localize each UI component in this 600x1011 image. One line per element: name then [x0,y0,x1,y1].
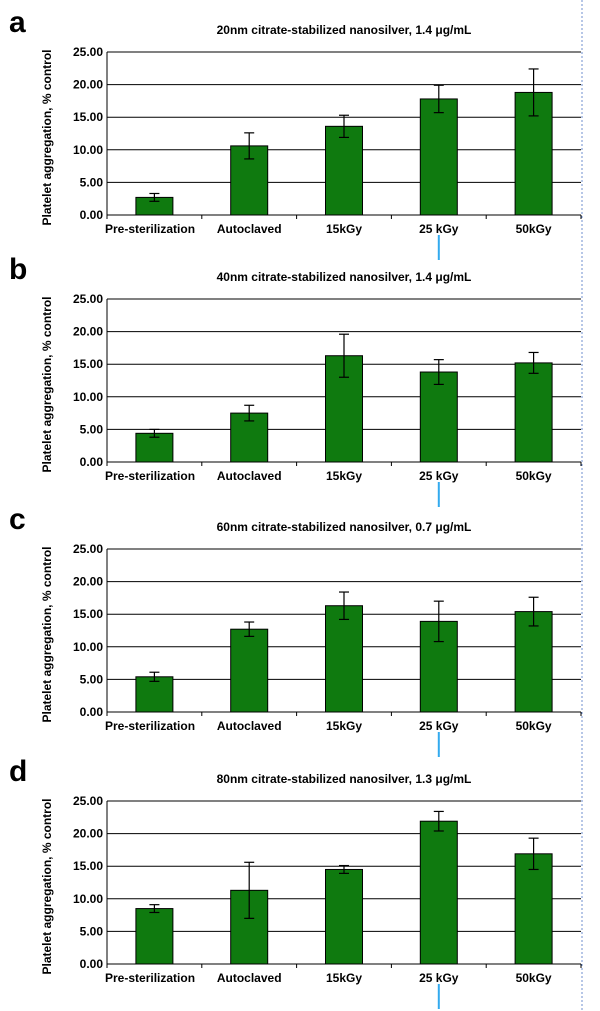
y-tick-label: 20.00 [73,78,103,92]
x-tick-label: Autoclaved [217,469,282,483]
panel-title-text: 60nm citrate-stabilized nanosilver, 0.7 [217,520,436,534]
bar [325,605,363,713]
y-axis-label: Platelet aggregation, % control [40,296,54,472]
y-tick-label: 5.00 [80,924,104,938]
panel-title: 20nm citrate-stabilized nanosilver, 1.4 … [217,23,472,37]
x-tick-label: 25 kGy [419,469,459,483]
x-tick-label: 15kGy [326,222,362,236]
x-tick-label: 25 kGy [419,971,459,985]
y-tick-label: 5.00 [80,422,104,436]
bar [135,676,174,713]
y-tick-label: 25.00 [73,542,103,556]
bar [230,628,269,713]
panel-a: a 20nm citrate-stabilized nanosilver, 1.4… [9,6,582,260]
x-tick-label: 50kGy [516,719,552,733]
bar [514,362,553,463]
y-tick-label: 0.00 [80,208,104,222]
y-tick-label: 0.00 [80,455,104,469]
x-tick-label: 15kGy [326,719,362,733]
x-tick-label: Autoclaved [217,222,282,236]
panel-c: c 60nm citrate-stabilized nanosilver, 0.7… [9,503,582,757]
bar [419,820,458,965]
x-tick-label: Autoclaved [217,971,282,985]
panel-title-text: 20nm citrate-stabilized nanosilver, 1.4 [217,23,436,37]
x-tick-label: 50kGy [516,469,552,483]
y-tick-label: 10.00 [73,390,103,404]
bar [325,125,363,216]
y-tick-label: 15.00 [73,859,103,873]
x-tick-label: 25 kGy [419,222,459,236]
x-tick-label: 25 kGy [419,719,459,733]
y-tick-label: 10.00 [73,143,103,157]
y-tick-label: 25.00 [73,45,103,59]
x-tick-label: 50kGy [516,222,552,236]
x-tick-label: 50kGy [516,971,552,985]
bar [419,371,458,463]
y-tick-label: 15.00 [73,357,103,371]
panel-title-unit: μg/mL [435,520,471,534]
bar [325,868,363,965]
y-tick-label: 5.00 [80,672,104,686]
y-tick-label: 10.00 [73,640,103,654]
y-tick-label: 5.00 [80,175,104,189]
bar [135,432,174,463]
x-tick-label: Pre-sterilization [105,222,195,236]
panel-title-unit: μg/mL [435,270,471,284]
y-axis-label: Platelet aggregation, % control [40,546,54,722]
bar [514,611,553,713]
panel-letter: a [9,6,26,39]
x-tick-label: Pre-sterilization [105,971,195,985]
panel-b: b 40nm citrate-stabilized nanosilver, 1.4… [9,253,582,507]
y-tick-label: 10.00 [73,892,103,906]
y-tick-label: 0.00 [80,957,104,971]
y-axis-label: Platelet aggregation, % control [40,49,54,225]
y-tick-label: 20.00 [73,827,103,841]
x-tick-label: Pre-sterilization [105,469,195,483]
bar [419,98,458,216]
panel-title-unit: μg/mL [435,23,471,37]
panel-title: 60nm citrate-stabilized nanosilver, 0.7 … [217,520,472,534]
panel-title: 80nm citrate-stabilized nanosilver, 1.3 … [217,772,472,786]
panel-title-text: 40nm citrate-stabilized nanosilver, 1.4 [217,270,436,284]
y-tick-label: 25.00 [73,794,103,808]
bar [135,908,174,965]
y-tick-label: 20.00 [73,575,103,589]
x-tick-label: Autoclaved [217,719,282,733]
x-tick-label: 15kGy [326,469,362,483]
x-tick-label: 15kGy [326,971,362,985]
y-tick-label: 15.00 [73,607,103,621]
y-tick-label: 25.00 [73,292,103,306]
panel-letter: d [9,755,27,788]
panel-title: 40nm citrate-stabilized nanosilver, 1.4 … [217,270,472,284]
panel-letter: b [9,253,27,286]
panel-title-unit: μg/mL [435,772,471,786]
y-tick-label: 0.00 [80,705,104,719]
bar [514,91,553,216]
panel-d: d 80nm citrate-stabilized nanosilver, 1.3… [9,755,582,1009]
x-tick-label: Pre-sterilization [105,719,195,733]
y-tick-label: 15.00 [73,110,103,124]
bar [514,853,553,965]
y-tick-label: 20.00 [73,325,103,339]
panel-title-text: 80nm citrate-stabilized nanosilver, 1.3 [217,772,436,786]
panel-letter: c [9,503,26,536]
y-axis-label: Platelet aggregation, % control [40,798,54,974]
